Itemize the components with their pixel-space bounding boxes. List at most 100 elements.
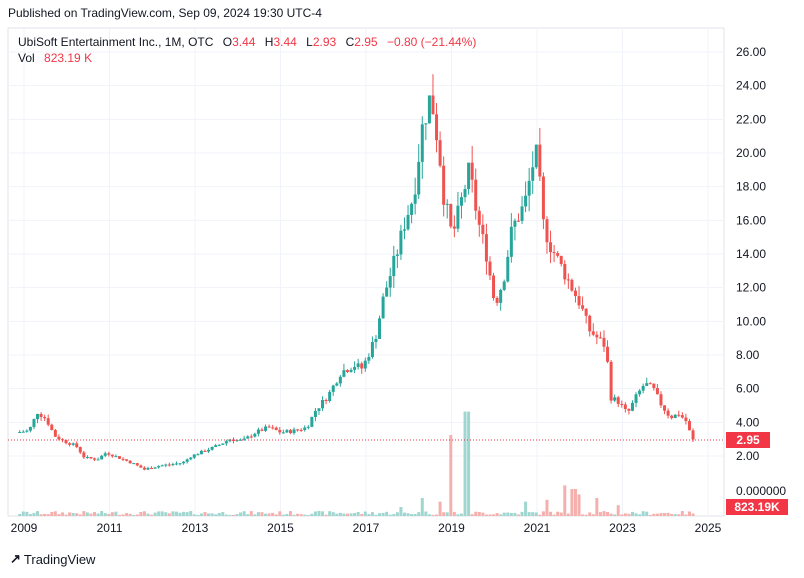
tradingview-logo[interactable]: ↗ TradingView [10, 551, 95, 567]
volume-bar [139, 511, 143, 516]
candle-body [78, 447, 82, 453]
y-tick-label: 14.00 [736, 247, 766, 261]
candle-body [160, 465, 164, 467]
volume-bar [484, 514, 488, 516]
volume-bar [167, 513, 171, 516]
candle-body [545, 219, 549, 243]
volume-bar [499, 514, 503, 516]
volume-bar [641, 511, 645, 516]
volume-bar [588, 512, 592, 516]
volume-bar [431, 514, 435, 516]
legend-high-key: H [264, 35, 274, 49]
candle-body [549, 242, 553, 253]
volume-bar [630, 511, 634, 516]
candle-body [267, 426, 271, 428]
volume-bar [367, 514, 371, 516]
candle-body [538, 144, 542, 177]
volume-bar [467, 411, 471, 516]
candle-body [684, 417, 688, 422]
volume-bar [303, 514, 307, 516]
x-tick-label: 2021 [524, 521, 551, 535]
candle-body [171, 464, 175, 466]
candle-body [378, 318, 382, 339]
volume-bar [50, 511, 54, 516]
volume-bar [93, 512, 97, 516]
candle-body [335, 383, 339, 386]
volume-bar [207, 513, 211, 516]
candle-body [356, 363, 360, 368]
volume-bar [288, 511, 292, 516]
candle-body [32, 419, 36, 427]
volume-bar [545, 499, 549, 516]
x-tick-label: 2017 [353, 521, 380, 535]
volume-bar [53, 511, 57, 516]
legend-close: 2.95 [354, 35, 378, 49]
volume-bar [520, 511, 524, 516]
volume-bar [75, 513, 79, 516]
volume-bar [178, 512, 182, 516]
candle-body [588, 315, 592, 332]
volume-bar [680, 511, 684, 516]
volume-bar [281, 514, 285, 516]
candle-body [420, 124, 424, 162]
volume-bar [402, 512, 406, 516]
candle-body [150, 467, 154, 469]
volume-bar [239, 512, 243, 516]
volume-bar [627, 513, 631, 516]
volume-bar [210, 513, 214, 516]
x-tick-label: 2015 [267, 521, 294, 535]
candle-body [374, 338, 378, 343]
candle-body [449, 203, 453, 227]
volume-bar [150, 514, 154, 516]
volume-bar [231, 514, 235, 516]
volume-bar [684, 514, 688, 516]
candle-body [313, 410, 317, 417]
volume-bar [100, 511, 104, 516]
volume-bar [591, 514, 595, 516]
legend-vol-key: Vol [18, 51, 35, 65]
candle-body [573, 290, 577, 297]
volume-bar [395, 512, 399, 516]
volume-bar [463, 411, 467, 516]
candle-body [598, 337, 602, 339]
volume-bar [595, 498, 599, 516]
volume-bar [370, 512, 374, 516]
volume-bar [146, 513, 150, 516]
legend-symbol[interactable]: UbiSoft Entertainment Inc., 1M, OTC [18, 35, 214, 49]
volume-bar [687, 511, 691, 516]
candle-body [28, 426, 32, 431]
volume-bar [556, 511, 560, 516]
volume-bar [271, 512, 275, 516]
candle-body [645, 383, 649, 386]
volume-bar [278, 511, 282, 516]
legend-high: 3.44 [273, 35, 297, 49]
volume-bar [531, 512, 535, 516]
volume-bar [253, 514, 257, 516]
volume-bar [117, 514, 121, 516]
legend-low-key: L [306, 35, 313, 49]
last-price-badge [726, 432, 770, 449]
volume-bar [153, 512, 157, 516]
volume-bar [360, 513, 364, 516]
volume-bar [666, 512, 670, 516]
candle-body [43, 417, 47, 419]
candle-body [516, 220, 520, 222]
candle-body [606, 346, 610, 362]
candle-body [477, 210, 481, 225]
volume-bar [132, 514, 136, 516]
candle-body [474, 179, 478, 211]
volume-bar [424, 511, 428, 516]
volume-bar [638, 514, 642, 516]
volume-bar [18, 514, 22, 516]
volume-bar [481, 512, 485, 516]
candle-body [82, 452, 86, 458]
y-tick-label: 24.00 [736, 79, 766, 93]
volume-bar [321, 511, 325, 516]
candle-body [634, 394, 638, 403]
volume-bar [110, 512, 114, 516]
volume-bar [378, 513, 382, 516]
volume-bar [228, 514, 232, 516]
candle-body [96, 459, 100, 461]
legend-low: 2.93 [312, 35, 337, 49]
